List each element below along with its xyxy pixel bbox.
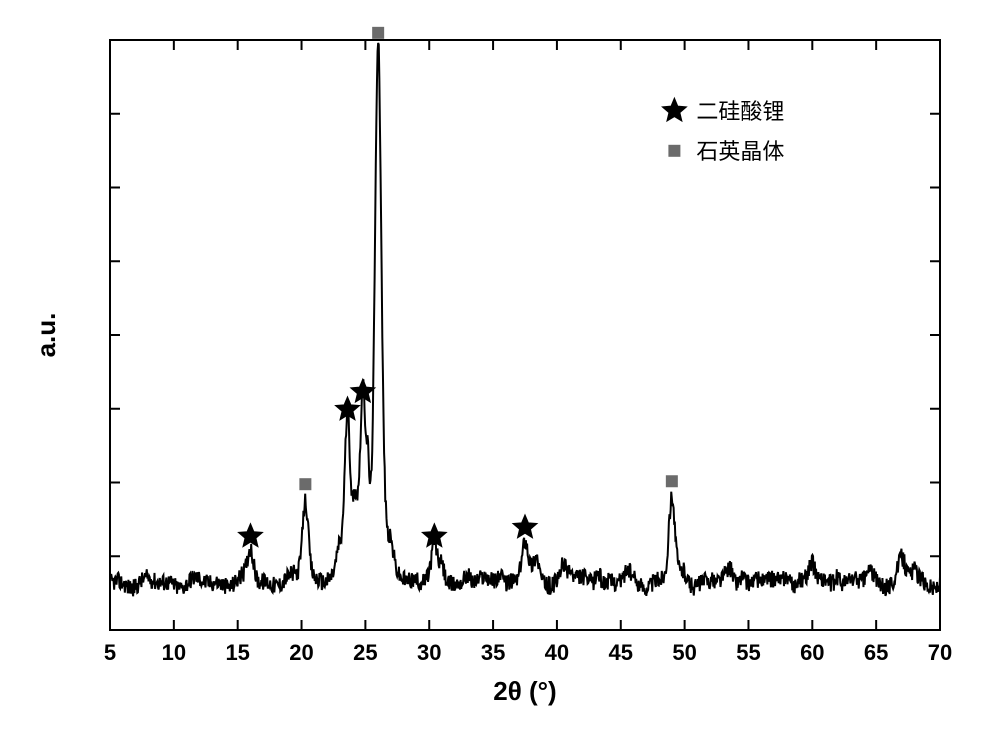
chart-svg: 5 10 15 20 25 30 35 40 45 50 55 60 65 70 2θ (°) a.u. 二硅酸… [0, 0, 1000, 750]
xtick-label: 45 [609, 640, 633, 665]
xtick-label: 35 [481, 640, 505, 665]
xtick-label: 10 [162, 640, 186, 665]
xtick-label: 5 [104, 640, 116, 665]
star-icon [238, 524, 262, 547]
square-icon [299, 478, 311, 490]
y-axis-title: a.u. [31, 313, 61, 358]
xtick-label: 55 [736, 640, 760, 665]
xtick-label: 65 [864, 640, 888, 665]
xtick-label: 60 [800, 640, 824, 665]
xtick-label: 30 [417, 640, 441, 665]
x-axis-title: 2θ (°) [493, 676, 556, 706]
legend-label: 二硅酸锂 [696, 99, 784, 124]
legend: 二硅酸锂石英晶体 [662, 98, 784, 164]
xtick-label: 20 [289, 640, 313, 665]
xtick-label: 40 [545, 640, 569, 665]
peak-markers [238, 27, 677, 547]
star-icon [513, 515, 537, 538]
square-icon [372, 27, 384, 39]
xtick-label: 25 [353, 640, 377, 665]
xtick-label: 50 [672, 640, 696, 665]
legend-label: 石英晶体 [696, 139, 784, 164]
xrd-chart: 5 10 15 20 25 30 35 40 45 50 55 60 65 70 2θ (°) a.u. 二硅酸… [0, 0, 1000, 750]
star-icon [351, 379, 375, 402]
xtick-label: 70 [928, 640, 952, 665]
star-icon [662, 98, 686, 121]
xtick-label: 15 [225, 640, 249, 665]
square-icon [668, 145, 680, 157]
xrd-trace [110, 43, 940, 596]
square-icon [666, 475, 678, 487]
